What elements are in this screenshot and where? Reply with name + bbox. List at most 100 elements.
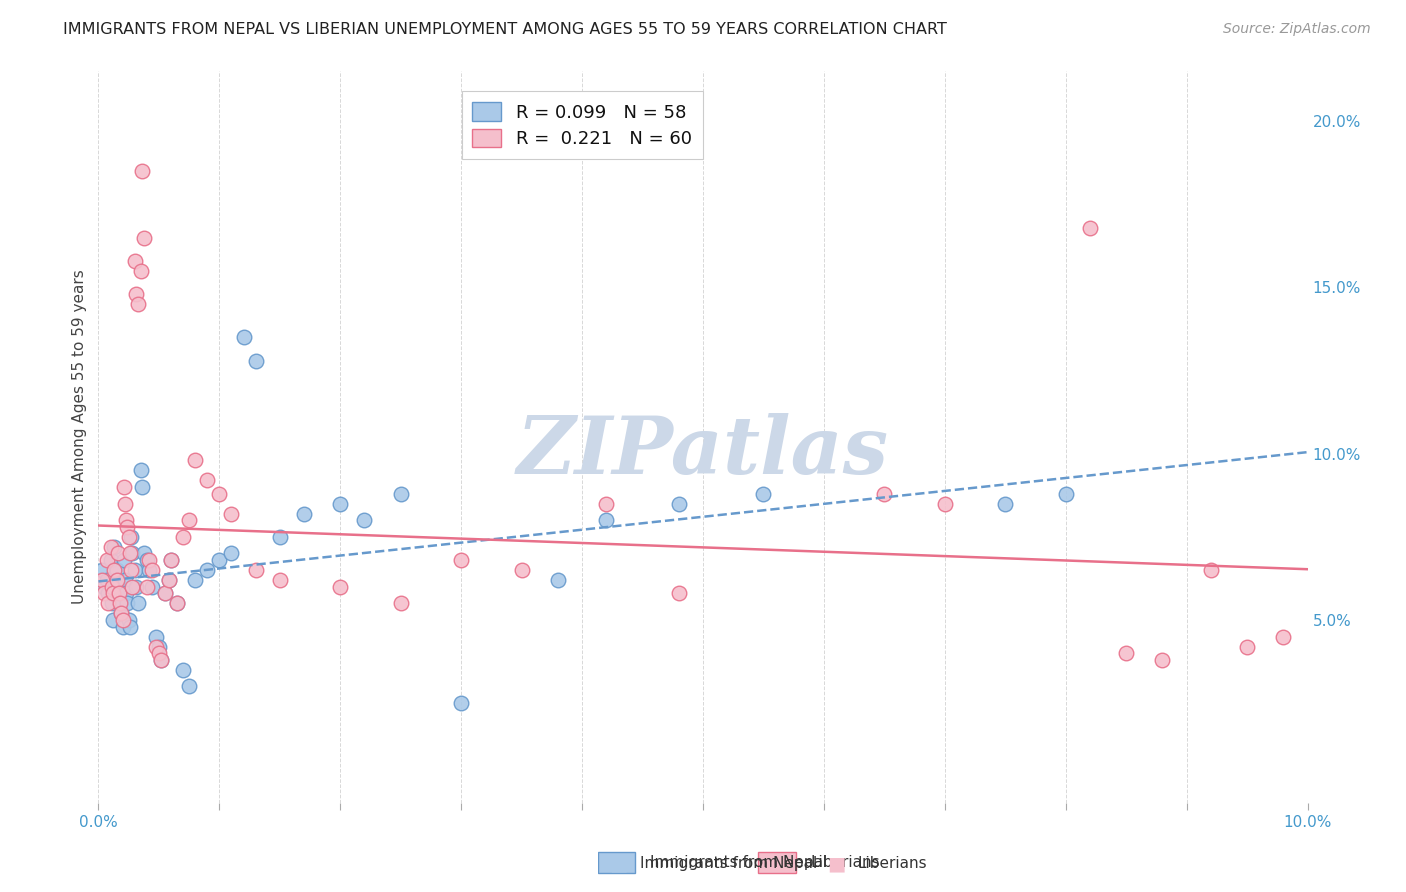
Point (117, 596, 139, 610)
Point (184, 453, 207, 467)
Point (269, 530, 291, 544)
Point (208, 486, 231, 500)
Point (134, 230, 156, 244)
Point (100, 553, 122, 567)
Bar (598, 852, 634, 873)
Point (148, 640, 170, 654)
Point (668, 497, 690, 511)
Point (389, 596, 412, 610)
Point (668, 586, 690, 600)
Point (91, 563, 114, 577)
Point (1078, 220, 1101, 235)
Point (1152, 653, 1174, 667)
Point (118, 530, 141, 544)
Point (172, 663, 194, 677)
Point (103, 540, 125, 554)
Point (208, 553, 231, 567)
Point (112, 480, 135, 494)
Point (389, 486, 412, 500)
Point (127, 297, 149, 311)
Point (118, 546, 141, 560)
Point (353, 513, 375, 527)
Point (450, 696, 472, 710)
Point (114, 573, 136, 587)
Point (221, 507, 243, 521)
Point (141, 580, 163, 594)
Point (135, 553, 157, 567)
Point (329, 497, 352, 511)
Point (115, 586, 138, 600)
Point (595, 497, 617, 511)
Point (110, 607, 132, 621)
Point (145, 640, 167, 654)
Point (166, 596, 188, 610)
Point (108, 596, 131, 610)
Point (131, 480, 153, 494)
Point (292, 507, 315, 521)
Text: Liberians: Liberians (811, 855, 880, 870)
Point (547, 573, 569, 587)
Point (118, 613, 141, 627)
Point (108, 586, 131, 600)
Legend: R = 0.099   N = 58, R =  0.221   N = 60: R = 0.099 N = 58, R = 0.221 N = 60 (461, 91, 703, 159)
Point (195, 563, 218, 577)
Point (138, 563, 160, 577)
Text: ■: ■ (609, 854, 628, 873)
Point (105, 573, 128, 587)
Point (101, 613, 124, 627)
Point (107, 546, 129, 560)
Point (184, 573, 207, 587)
Point (105, 563, 128, 577)
Point (120, 563, 142, 577)
Text: Immigrants from Nepal: Immigrants from Nepal (640, 856, 817, 871)
Point (117, 520, 139, 534)
Point (166, 596, 188, 610)
Point (752, 486, 775, 500)
Point (118, 619, 141, 633)
Point (153, 586, 176, 600)
Point (994, 497, 1017, 511)
Point (245, 353, 267, 368)
Point (135, 580, 157, 594)
Point (329, 580, 352, 594)
Point (153, 586, 176, 600)
Point (510, 563, 533, 577)
Point (1272, 630, 1295, 644)
Point (179, 513, 201, 527)
Point (127, 596, 149, 610)
Point (195, 473, 218, 487)
Point (96, 553, 118, 567)
Point (232, 330, 254, 344)
Bar (758, 852, 796, 873)
Point (129, 463, 152, 477)
Point (100, 540, 122, 554)
Point (1115, 646, 1137, 660)
Point (124, 253, 146, 268)
Point (131, 164, 153, 178)
Point (97, 596, 120, 610)
Point (450, 553, 472, 567)
Point (157, 573, 180, 587)
Point (121, 580, 143, 594)
Point (111, 619, 134, 633)
Point (148, 646, 170, 660)
Text: Immigrants from Nepal: Immigrants from Nepal (650, 855, 827, 870)
Text: Source: ZipAtlas.com: Source: ZipAtlas.com (1223, 22, 1371, 37)
Point (97, 586, 120, 600)
Text: ■: ■ (827, 854, 846, 873)
Point (112, 553, 135, 567)
Point (138, 553, 160, 567)
Point (114, 497, 136, 511)
Point (172, 530, 194, 544)
Point (120, 530, 142, 544)
Point (115, 513, 138, 527)
Point (108, 586, 131, 600)
Point (1199, 563, 1222, 577)
Point (91, 573, 114, 587)
Point (873, 486, 896, 500)
Point (100, 596, 122, 610)
Point (150, 653, 173, 667)
Point (269, 573, 291, 587)
Text: Liberians: Liberians (858, 856, 928, 871)
Point (111, 613, 134, 627)
